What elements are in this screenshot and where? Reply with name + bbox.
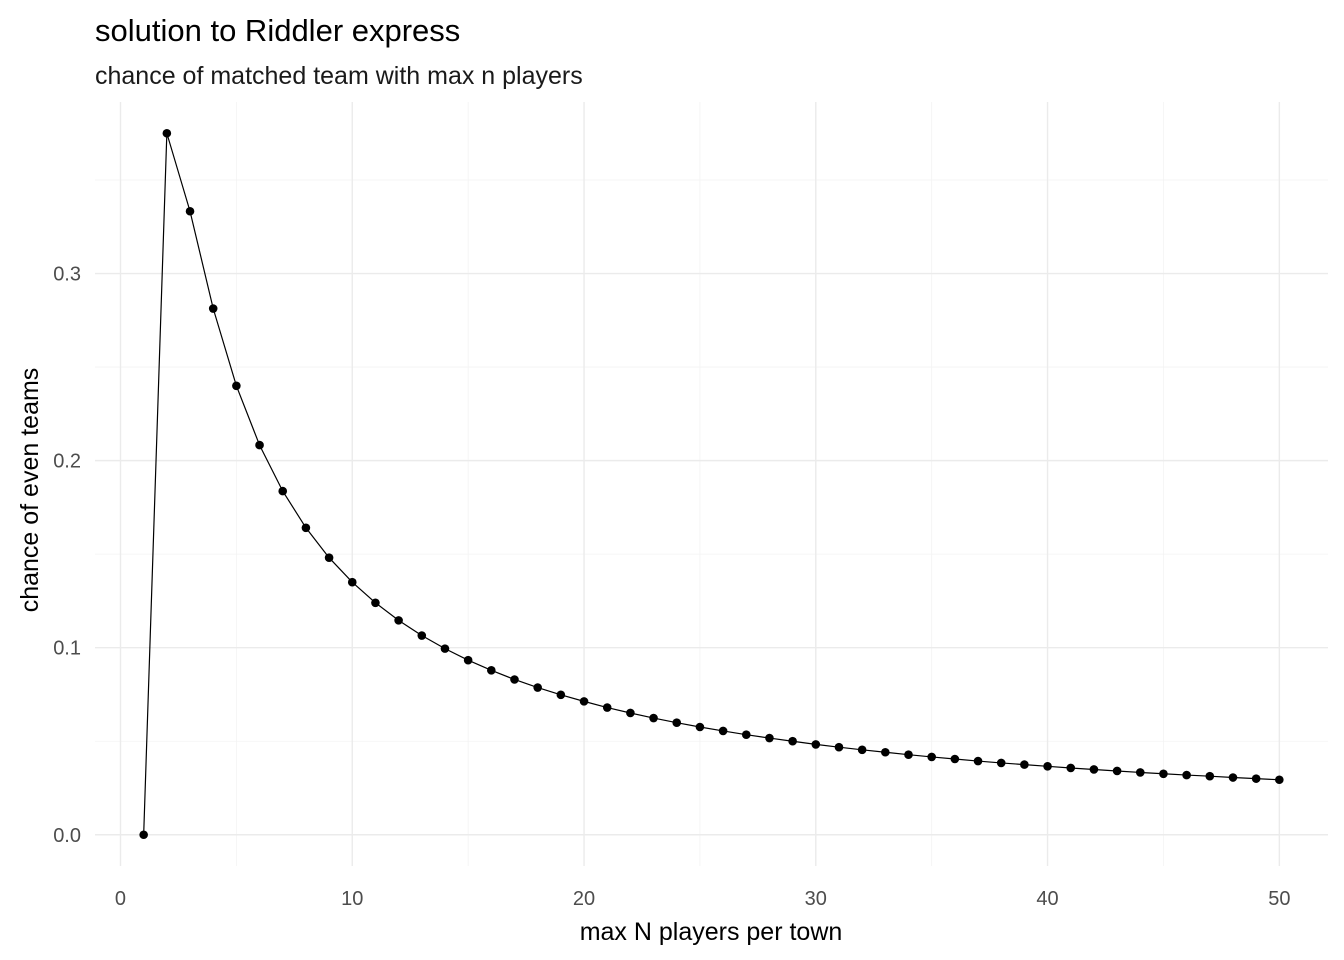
data-point bbox=[1159, 769, 1168, 779]
data-point bbox=[1135, 768, 1145, 777]
data-point bbox=[973, 756, 983, 766]
data-point bbox=[324, 553, 334, 563]
data-point bbox=[741, 730, 751, 739]
series bbox=[139, 128, 1284, 840]
data-point bbox=[904, 750, 913, 759]
data-point bbox=[881, 747, 890, 757]
chart-subtitle: chance of matched team with max n player… bbox=[95, 62, 583, 90]
data-point bbox=[255, 440, 264, 450]
chart-title: solution to Riddler express bbox=[95, 13, 460, 48]
data-point bbox=[672, 718, 682, 728]
data-point bbox=[417, 631, 427, 640]
data-point bbox=[695, 722, 705, 732]
data-point bbox=[765, 733, 774, 743]
data-point bbox=[139, 830, 148, 840]
data-point bbox=[1020, 760, 1029, 769]
data-point bbox=[1043, 761, 1052, 771]
y-tick-label: 0.0 bbox=[53, 825, 81, 847]
data-point bbox=[857, 745, 867, 755]
data-point bbox=[463, 655, 473, 665]
data-point bbox=[440, 644, 450, 653]
x-tick-label: 20 bbox=[573, 888, 595, 910]
grid bbox=[95, 102, 1328, 866]
data-point bbox=[834, 742, 844, 752]
tick-labels: 0 10 20 30 40 50 0.0 0.1 0.2 0.3 bbox=[53, 264, 1290, 910]
y-axis-title: chance of even teams bbox=[16, 368, 44, 613]
data-point bbox=[278, 486, 288, 496]
data-point bbox=[1275, 775, 1284, 785]
x-tick-label: 40 bbox=[1036, 888, 1058, 910]
data-point bbox=[788, 736, 797, 746]
x-axis-title: max N players per town bbox=[580, 918, 843, 946]
data-point bbox=[162, 128, 172, 138]
data-point bbox=[579, 697, 589, 706]
y-tick-label: 0.2 bbox=[53, 451, 81, 473]
data-point bbox=[394, 616, 403, 625]
data-point bbox=[811, 740, 821, 749]
data-point bbox=[510, 675, 519, 684]
x-tick-label: 0 bbox=[115, 888, 126, 910]
data-point bbox=[950, 754, 960, 764]
data-point bbox=[1112, 766, 1122, 776]
x-tick-label: 10 bbox=[341, 888, 363, 910]
data-point bbox=[1066, 763, 1076, 773]
data-point bbox=[1228, 773, 1238, 782]
data-point bbox=[556, 690, 566, 700]
data-point bbox=[1205, 771, 1215, 781]
data-point bbox=[232, 381, 241, 391]
x-tick-label: 30 bbox=[805, 888, 827, 910]
data-point bbox=[185, 206, 195, 216]
data-point bbox=[1089, 765, 1099, 774]
data-point bbox=[996, 758, 1006, 768]
data-point bbox=[602, 703, 612, 712]
data-point bbox=[347, 577, 357, 587]
data-point bbox=[927, 752, 936, 762]
data-point bbox=[1251, 774, 1261, 783]
data-point bbox=[301, 523, 311, 533]
data-point bbox=[487, 666, 496, 675]
data-point bbox=[533, 683, 542, 692]
y-tick-label: 0.3 bbox=[53, 264, 81, 286]
data-point bbox=[649, 713, 658, 723]
y-tick-label: 0.1 bbox=[53, 638, 81, 660]
data-point bbox=[208, 304, 218, 313]
series-line bbox=[143, 133, 1280, 835]
data-point bbox=[626, 708, 635, 718]
data-point bbox=[718, 726, 728, 736]
data-point bbox=[1182, 770, 1191, 780]
data-point bbox=[371, 598, 380, 608]
x-tick-label: 50 bbox=[1268, 888, 1290, 910]
